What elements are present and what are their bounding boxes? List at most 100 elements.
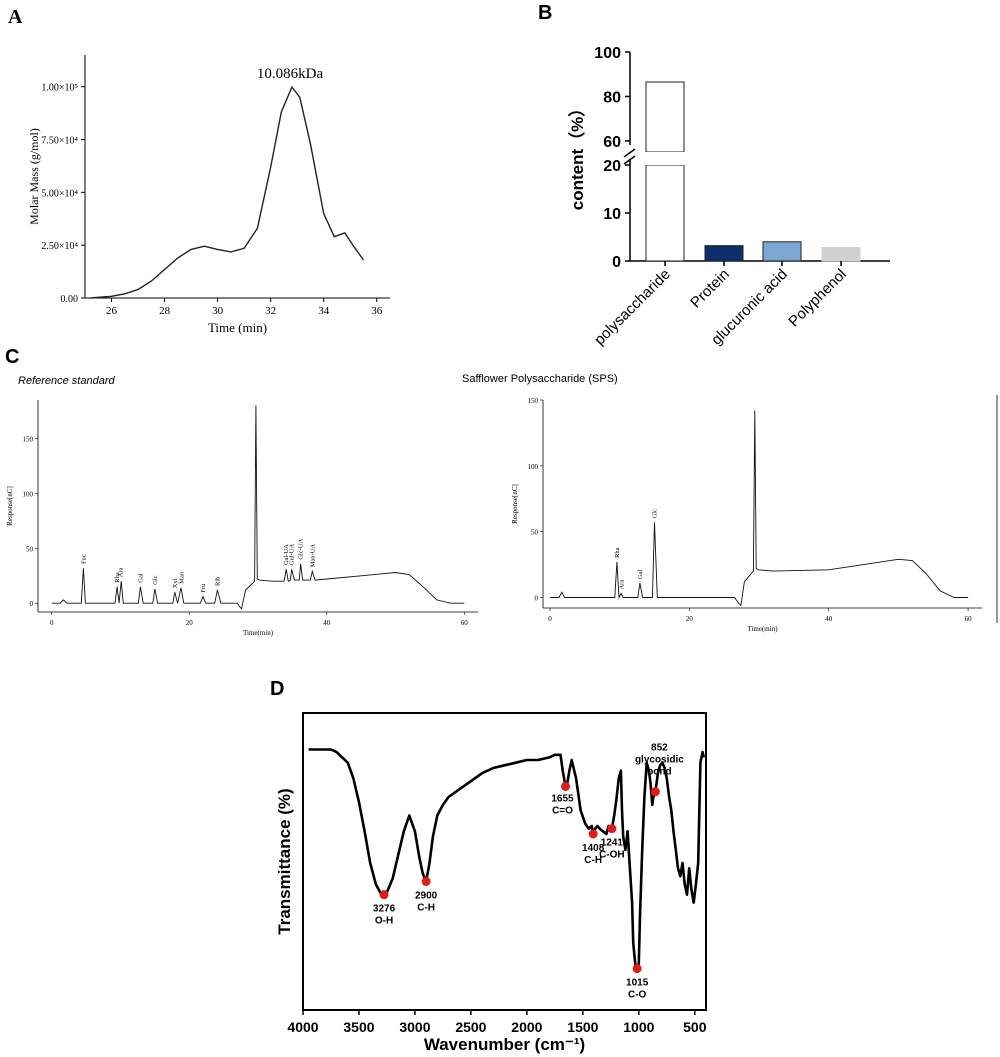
d-peak-group: C-OH	[599, 850, 625, 861]
d-peak-marker	[421, 876, 431, 886]
cr-peak-label: Glc	[651, 509, 658, 519]
d-x-tick-label: 4000	[287, 1019, 318, 1035]
cr-y-tick-label: 50	[531, 529, 539, 537]
d-peak-group: O-H	[375, 916, 393, 927]
cl-x-tick-label: 0	[50, 619, 54, 627]
panel-d-label: D	[270, 678, 285, 700]
panel-a-label: A	[8, 6, 23, 28]
a-x-tick-label: 32	[265, 305, 276, 317]
cr-series-line	[550, 410, 969, 607]
d-peak-marker	[561, 781, 571, 791]
cl-peak-label: Glc	[152, 575, 159, 585]
cl-peak-label: Rha	[114, 572, 121, 583]
cr-peak-label: Gal	[637, 569, 644, 579]
cl-y-tick-label: 100	[23, 490, 34, 498]
d-x-axis-label: Wavenumber (cm⁻¹)	[424, 1035, 585, 1054]
a-x-tick-label: 30	[212, 305, 224, 317]
a-x-axis-label: Time (min)	[208, 320, 267, 335]
d-plot-frame	[302, 712, 707, 1011]
d-peak-group: bond	[647, 767, 671, 778]
cl-peak-label: Ara	[118, 567, 125, 577]
d-x-tick-label: 2000	[511, 1019, 542, 1035]
cl-peak-label: Gul-UA	[289, 544, 296, 566]
cl-peak-label: Man	[179, 571, 186, 584]
cr-x-tick-label: 20	[686, 615, 694, 623]
cr-y-axis-label: Response[nC]	[511, 484, 519, 524]
b-axis-break-mark	[623, 148, 636, 158]
b-y-tick-label: 20	[603, 158, 621, 175]
panel-c-right-title: Safflower Polysaccharide (SPS)	[462, 373, 618, 385]
cl-peak-label: Gal-UA	[283, 544, 290, 565]
cr-x-tick-label: 40	[825, 615, 833, 623]
cl-x-tick-label: 20	[186, 619, 194, 627]
b-axis-break-mark	[623, 155, 636, 165]
a-y-tick-label: 5.00×10⁴	[41, 188, 78, 199]
b-bar-polysaccharide	[645, 81, 685, 153]
a-y-tick-label: 7.50×10⁴	[41, 136, 78, 147]
cl-x-tick-label: 60	[461, 619, 469, 627]
d-peak-group: C-O	[628, 990, 647, 1001]
d-peak-marker	[632, 964, 642, 974]
b-y-tick-label: 60	[603, 134, 621, 151]
cl-x-axis-label: Time(min)	[243, 629, 274, 637]
d-peak-label: 1655	[551, 793, 574, 804]
cl-x-tick-label: 40	[323, 619, 331, 627]
d-spectrum-line	[308, 748, 706, 970]
cr-y-tick-label: 150	[528, 397, 539, 405]
a-y-tick-label: 1.00×10⁵	[41, 83, 78, 94]
d-peak-label: 852	[651, 743, 668, 754]
b-y-tick-label: 100	[594, 45, 621, 62]
a-x-tick-label: 34	[318, 305, 330, 317]
d-y-axis-label: Transmittance (%)	[275, 788, 294, 934]
cl-peak-label: Gal	[137, 573, 144, 583]
d-peak-group: C=O	[552, 805, 573, 816]
cl-peak-label: Xyl	[172, 578, 179, 588]
d-peak-label: 3276	[373, 904, 396, 915]
cl-peak-label: Man-UA	[309, 544, 316, 568]
a-y-tick-label: 2.50×10⁴	[41, 241, 78, 252]
d-peak-label: 1408	[582, 843, 605, 854]
cr-peak-label: Ara	[619, 580, 626, 590]
panel-c-label: C	[5, 346, 20, 368]
a-y-axis-label: Molar Mass (g/mol)	[27, 128, 41, 225]
cl-peak-label: Fuc	[80, 554, 87, 564]
d-x-tick-label: 1500	[567, 1019, 598, 1035]
b-y-tick-label: 80	[603, 89, 621, 106]
b-y-axis-label: content（%）	[567, 100, 587, 211]
cl-y-tick-label: 150	[23, 435, 34, 443]
cr-x-tick-label: 0	[548, 615, 552, 623]
b-bar-break-gap	[645, 152, 685, 165]
d-x-tick-label: 3000	[399, 1019, 430, 1035]
d-peak-group: glycosidic	[635, 755, 684, 766]
d-x-tick-label: 500	[683, 1019, 707, 1035]
a-x-tick-label: 28	[159, 305, 171, 317]
d-peak-marker	[379, 890, 389, 900]
a-y-tick-label: 0.00	[61, 294, 79, 305]
cl-peak-label: Glc-UA	[298, 538, 305, 559]
d-peak-label: 1015	[626, 978, 649, 989]
d-x-tick-label: 1000	[623, 1019, 654, 1035]
a-x-tick-label: 36	[371, 305, 383, 317]
cl-peak-label: Fru	[200, 583, 207, 593]
cr-y-tick-label: 0	[535, 594, 539, 602]
d-x-tick-label: 2500	[455, 1019, 486, 1035]
cl-y-axis-label: Response[nC]	[6, 486, 14, 526]
b-y-tick-label: 0	[612, 254, 621, 271]
panel-c-left-title: Reference standard	[18, 375, 115, 387]
cl-y-tick-label: 0	[30, 600, 34, 608]
d-peak-marker	[588, 829, 598, 839]
d-x-tick-label: 3500	[343, 1019, 374, 1035]
d-peak-label: 2900	[415, 890, 438, 901]
cl-y-tick-label: 50	[26, 545, 34, 553]
cl-peak-label: Rib	[214, 577, 221, 586]
cr-peak-label: Rha	[614, 547, 621, 558]
cr-y-tick-label: 100	[528, 463, 539, 471]
cr-x-axis-label: Time(min)	[747, 625, 778, 633]
d-peak-group: C-H	[584, 855, 602, 866]
d-peak-marker	[607, 824, 617, 834]
b-y-tick-label: 10	[603, 206, 621, 223]
